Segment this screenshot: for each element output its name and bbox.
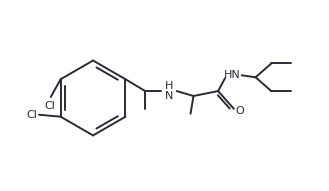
Text: HN: HN (223, 70, 240, 80)
Text: Cl: Cl (26, 110, 37, 120)
Text: H
N: H N (164, 82, 173, 101)
Text: Cl: Cl (44, 101, 55, 111)
Text: O: O (236, 106, 244, 116)
